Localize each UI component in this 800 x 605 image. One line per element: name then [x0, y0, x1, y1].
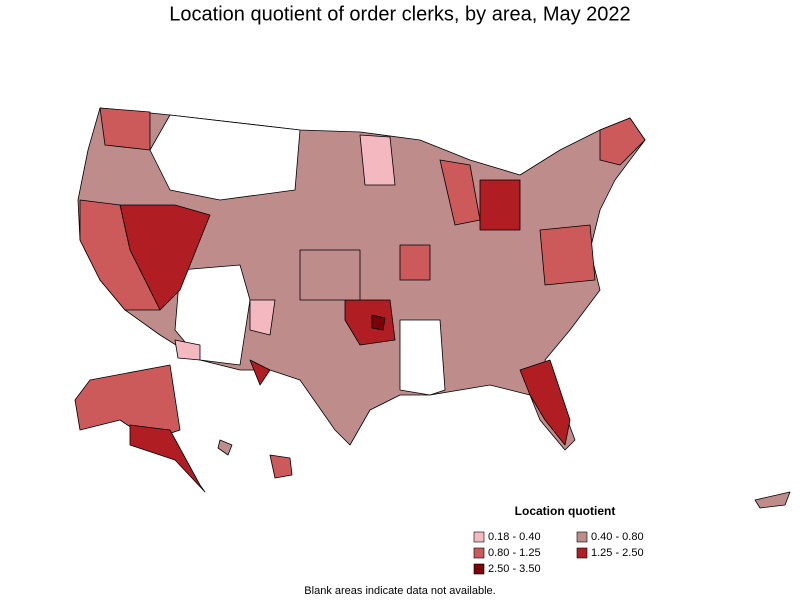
- map-region: [249, 299, 276, 336]
- legend-swatch: [473, 531, 485, 543]
- map-region: [269, 454, 293, 479]
- legend-label: 0.80 - 1.25: [488, 547, 541, 559]
- map-region: [399, 244, 431, 281]
- map-region: [217, 439, 233, 456]
- legend-label: 0.40 - 0.80: [591, 531, 644, 543]
- map-region: [344, 299, 396, 346]
- map-region: [299, 249, 361, 301]
- map-region: [129, 424, 206, 493]
- map-region: [174, 339, 201, 361]
- legend-label: 1.25 - 2.50: [591, 547, 644, 559]
- map-region: [359, 134, 396, 186]
- map-region: [539, 224, 596, 286]
- map-title: Location quotient of order clerks, by ar…: [169, 3, 630, 25]
- map-region: [174, 264, 251, 366]
- map-region: [399, 319, 446, 396]
- map-region: [599, 117, 646, 166]
- legend-swatch: [576, 547, 588, 559]
- legend-swatch: [473, 547, 485, 559]
- map-region: [99, 107, 151, 151]
- legend-title: Location quotient: [515, 504, 616, 518]
- map-region: [74, 364, 181, 441]
- legend-label: 2.50 - 3.50: [488, 563, 541, 575]
- map-regions: [74, 107, 791, 509]
- legend: 0.18 - 0.40 0.40 - 0.80 0.80 - 1.25 1.25 - …: [473, 531, 644, 575]
- footnote: Blank areas indicate data not available.: [304, 585, 495, 597]
- map-region: [754, 491, 791, 509]
- legend-swatch: [473, 563, 485, 575]
- map-region: [371, 314, 386, 331]
- legend-label: 0.18 - 0.40: [488, 531, 541, 543]
- legend-swatch: [576, 531, 588, 543]
- map-region: [79, 199, 161, 311]
- map-region: [479, 179, 521, 231]
- map-region: [519, 359, 571, 446]
- map-region: [149, 114, 301, 201]
- map-region: [249, 359, 271, 386]
